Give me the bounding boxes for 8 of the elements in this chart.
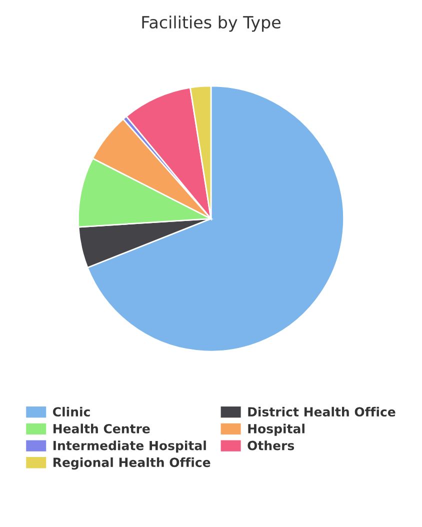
legend-label: District Health Office — [248, 406, 396, 417]
chart-title: Facilities by Type — [142, 16, 280, 32]
legend-label: Regional Health Office — [54, 457, 210, 470]
legend-label: Clinic — [52, 406, 90, 417]
legend-label: Others — [248, 440, 294, 450]
legend-label: Health Centre — [54, 424, 150, 434]
legend-label: Hospital — [248, 424, 304, 436]
legend-label: Intermediate Hospital — [54, 440, 206, 453]
